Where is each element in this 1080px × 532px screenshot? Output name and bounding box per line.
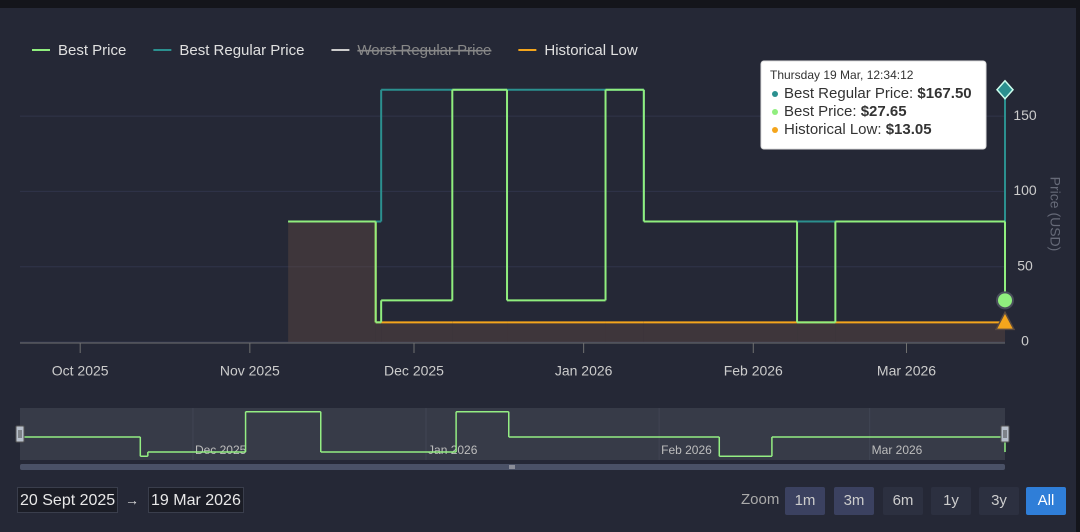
x-tick-label: Jan 2026	[555, 363, 613, 379]
y-tick-label: 50	[1017, 257, 1033, 273]
y-tick-label: 150	[1013, 107, 1037, 123]
tooltip-label: Best Regular Price:	[784, 85, 913, 102]
tooltip-line: Best Regular Price: $167.50	[784, 85, 972, 102]
x-tick-label: Mar 2026	[877, 363, 936, 379]
hover-marker	[994, 310, 1016, 331]
handle-body	[15, 425, 25, 443]
navigator-handle[interactable]	[1000, 425, 1010, 443]
zoom-button[interactable]: 1m	[785, 487, 825, 515]
legend-item[interactable]: Best Regular Price	[153, 42, 304, 59]
y-tick-label: 100	[1013, 182, 1037, 198]
area-segment	[605, 322, 644, 342]
legend-label: Historical Low	[544, 42, 638, 59]
zoom-button[interactable]: All	[1026, 487, 1066, 515]
tooltip-value: $13.05	[886, 121, 932, 138]
chart: 0 50 100 150 Price (USD) Oct 2025 Nov 2025 Dec …	[15, 42, 1063, 470]
zoom-button[interactable]: 6m	[883, 487, 923, 515]
range-to[interactable]: 19 Mar 2026	[148, 487, 244, 513]
tooltip-bullet	[772, 109, 778, 115]
y-axis-title: Price (USD)	[1047, 177, 1063, 252]
legend-item[interactable]: Best Price	[32, 42, 126, 59]
range-from[interactable]: 20 Sept 2025	[17, 487, 119, 513]
zoom-label: Zoom	[741, 491, 780, 508]
navigator-tick-label: Jan 2026	[428, 443, 478, 457]
tooltip: Thursday 19 Mar, 12:34:12 Best Regular Pr…	[760, 60, 987, 150]
tooltip-box	[760, 60, 987, 150]
zoom-button[interactable]: 1y	[931, 487, 971, 515]
navigator-series	[20, 410, 1006, 457]
tooltip-label: Best Price:	[784, 103, 857, 120]
area-segment	[375, 322, 382, 342]
navigator-tick-label: Feb 2026	[661, 443, 712, 457]
legend-label: Best Price	[58, 42, 126, 59]
zoom-button[interactable]: 3m	[834, 487, 874, 515]
tooltip-line: Best Price: $27.65	[784, 103, 907, 120]
navigator-tick-label: Dec 2025	[195, 443, 247, 457]
tooltip-value: $167.50	[917, 85, 971, 102]
hover-marker	[995, 79, 1015, 100]
x-tick-label: Feb 2026	[724, 363, 783, 379]
area-segment	[797, 322, 836, 342]
tooltip-bullet	[772, 127, 778, 133]
tooltip-line: Historical Low: $13.05	[784, 121, 932, 138]
chart-container: 0 50 100 150 Price (USD) Oct 2025 Nov 2025 Dec …	[0, 8, 1076, 532]
hover-marker	[996, 291, 1014, 310]
area-segment	[643, 322, 798, 342]
x-tick-label: Nov 2025	[220, 363, 280, 379]
navigator-tick-label: Mar 2026	[872, 443, 923, 457]
tooltip-label: Historical Low:	[784, 121, 882, 138]
area-segment	[835, 322, 1005, 342]
area-segment	[288, 221, 376, 342]
legend-label: Best Regular Price	[179, 42, 304, 59]
zoom-button[interactable]: 3y	[979, 487, 1019, 515]
x-tick-label: Oct 2025	[52, 363, 109, 379]
area-segment	[507, 322, 606, 342]
legend-item[interactable]: Worst Regular Price	[331, 42, 492, 59]
y-tick-label: 0	[1021, 333, 1029, 349]
navigator-handle[interactable]	[15, 425, 25, 443]
area-segment	[452, 322, 508, 342]
handle-body	[1000, 425, 1010, 443]
legend-label: Worst Regular Price	[357, 42, 491, 59]
tooltip-value: $27.65	[861, 103, 907, 120]
range-arrow: →	[125, 492, 139, 508]
tooltip-bullet	[772, 91, 778, 97]
area-segment	[381, 322, 453, 342]
tooltip-header: Thursday 19 Mar, 12:34:12	[770, 68, 914, 82]
navigator-mask	[20, 408, 1005, 460]
legend-item[interactable]: Historical Low	[518, 42, 638, 59]
x-tick-label: Dec 2025	[384, 363, 444, 379]
plot-series	[288, 88, 1006, 342]
